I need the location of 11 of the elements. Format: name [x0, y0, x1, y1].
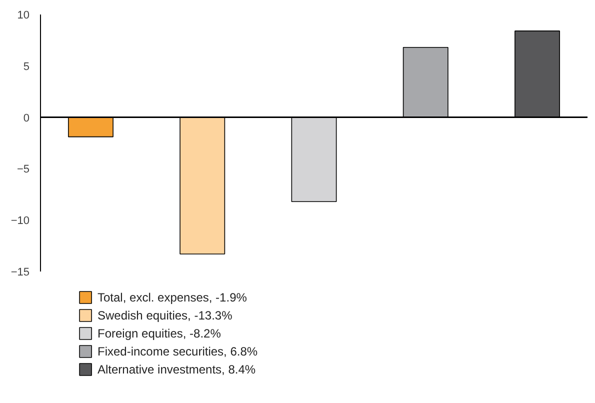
- y-tick-label: 10: [17, 10, 30, 22]
- y-tick-label: −5: [16, 164, 30, 176]
- y-tick-label: 5: [23, 60, 30, 73]
- legend-label: Total, excl. expenses, -1.9%: [98, 290, 248, 304]
- y-tick-label: −10: [10, 215, 30, 228]
- legend-label: Swedish equities, -13.3%: [98, 308, 233, 322]
- legend-label: Alternative investments, 8.4%: [98, 362, 256, 376]
- legend-label: Fixed-income securities, 6.8%: [98, 344, 258, 358]
- y-tick-label: −15: [10, 266, 30, 278]
- y-tick-label: 0: [23, 112, 30, 124]
- legend-label: Foreign equities, -8.2%: [98, 326, 222, 340]
